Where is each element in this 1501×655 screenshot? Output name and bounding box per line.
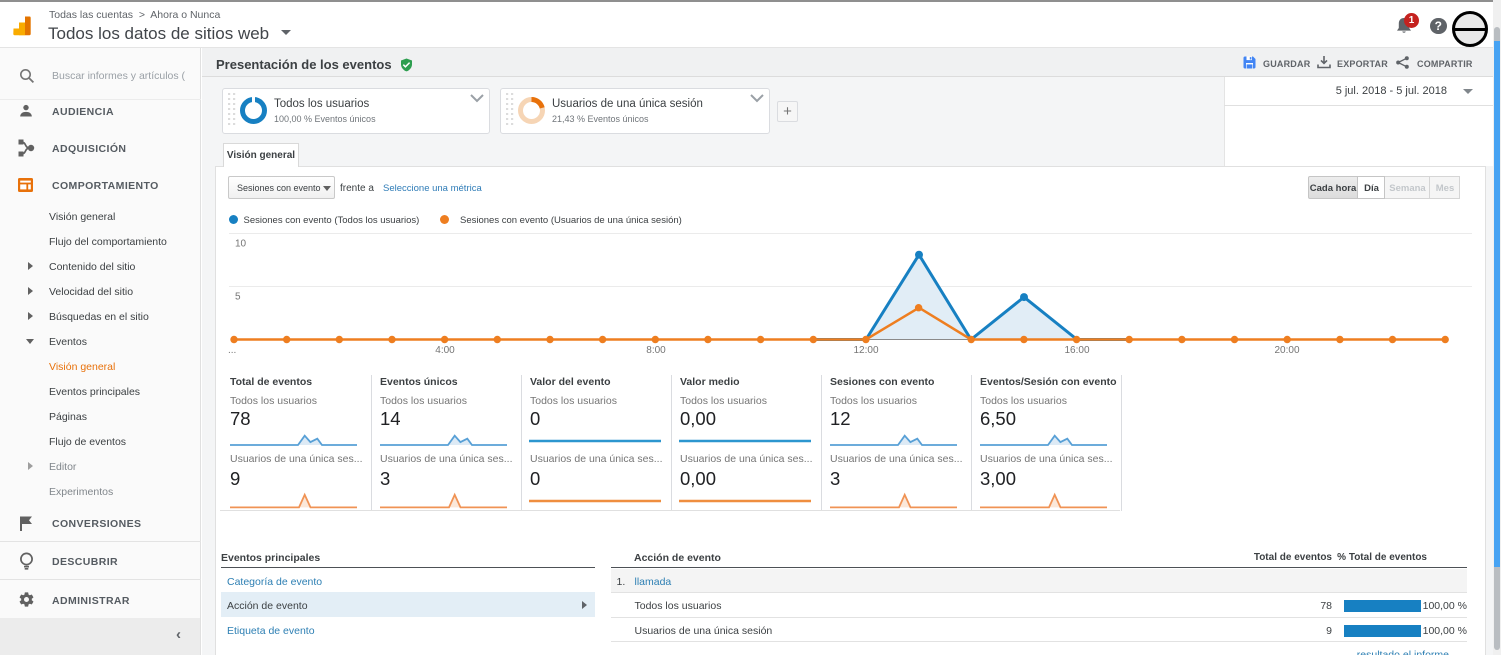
svg-text:8:00: 8:00 [646, 345, 666, 356]
svg-text:20:00: 20:00 [1274, 345, 1299, 356]
svg-text:10: 10 [235, 239, 247, 250]
svg-text:5: 5 [235, 292, 241, 303]
svg-text:4:00: 4:00 [435, 345, 455, 356]
svg-text:12:00: 12:00 [853, 345, 878, 356]
svg-text:...: ... [228, 345, 236, 356]
svg-text:16:00: 16:00 [1064, 345, 1089, 356]
